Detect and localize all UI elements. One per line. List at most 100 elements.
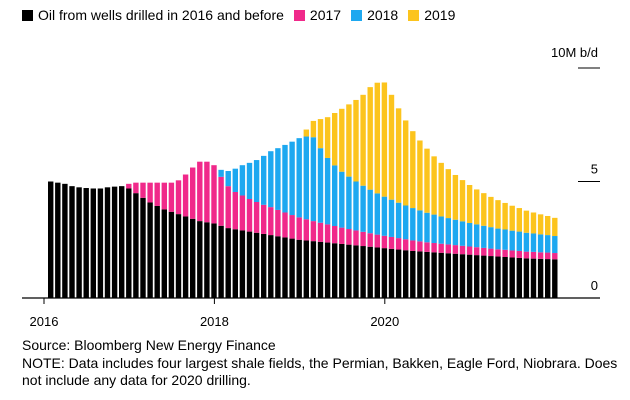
- bar-group: [48, 82, 558, 299]
- bar-segment: [474, 224, 480, 248]
- bar-segment: [310, 120, 317, 138]
- bar-segment: [346, 104, 352, 177]
- legend-swatch: [408, 9, 420, 21]
- bar-segment: [545, 235, 551, 253]
- bar-segment: [381, 82, 388, 197]
- bar-segment: [239, 230, 246, 298]
- bar-segment: [417, 251, 423, 298]
- bar-segment: [523, 232, 530, 252]
- bar-segment: [90, 188, 96, 298]
- bar-segment: [289, 141, 295, 216]
- bar-segment: [303, 219, 309, 241]
- bar-segment: [374, 193, 380, 235]
- bar-segment: [197, 221, 203, 298]
- bar-segment: [76, 187, 82, 298]
- bar-segment: [289, 238, 295, 298]
- bar-segment: [481, 255, 487, 298]
- bar-segment: [445, 169, 451, 219]
- source-note: Source: Bloomberg New Energy Finance: [22, 337, 276, 353]
- bar-segment: [523, 258, 530, 298]
- bar-segment: [530, 212, 537, 234]
- bar-segment: [452, 219, 459, 246]
- bar-segment: [516, 208, 522, 232]
- bar-segment: [438, 252, 444, 298]
- bar-segment: [360, 246, 366, 298]
- bar-segment: [282, 144, 288, 213]
- legend-label: 2017: [309, 7, 342, 23]
- bar-segment: [488, 256, 494, 298]
- bar-segment: [360, 94, 366, 186]
- bar-segment: [388, 236, 395, 249]
- bar-segment: [481, 247, 487, 256]
- bar-segment: [55, 182, 61, 298]
- bar-segment: [459, 180, 466, 222]
- bar-segment: [537, 252, 544, 259]
- bar-segment: [452, 253, 459, 298]
- bar-segment: [246, 231, 253, 298]
- bar-segment: [261, 204, 267, 234]
- bar-segment: [552, 253, 558, 260]
- legend-swatch: [22, 9, 33, 21]
- bar-segment: [452, 174, 459, 220]
- bar-segment: [367, 87, 373, 190]
- bar-segment: [253, 160, 260, 202]
- bar-segment: [466, 185, 473, 223]
- bar-segment: [374, 247, 380, 298]
- legend-swatch: [293, 9, 305, 21]
- bar-segment: [275, 236, 281, 298]
- bar-segment: [296, 217, 302, 240]
- bar-segment: [410, 208, 416, 241]
- bar-segment: [488, 227, 494, 249]
- bar-segment: [523, 210, 530, 233]
- bar-segment: [530, 258, 537, 298]
- bar-segment: [367, 189, 373, 234]
- bar-segment: [225, 171, 231, 187]
- bar-segment: [197, 161, 203, 222]
- bar-segment: [261, 233, 267, 299]
- bar-segment: [381, 248, 388, 298]
- legend-item: 2019: [408, 7, 455, 23]
- bar-segment: [268, 207, 274, 236]
- bar-segment: [126, 188, 132, 298]
- bar-segment: [495, 256, 501, 298]
- bar-segment: [516, 257, 522, 298]
- bar-segment: [381, 235, 388, 249]
- bar-segment: [147, 182, 153, 203]
- bar-segment: [424, 242, 430, 252]
- bar-segment: [481, 225, 487, 248]
- x-tick-label: 2018: [200, 314, 229, 329]
- bar-segment: [424, 148, 430, 213]
- bar-segment: [516, 231, 522, 251]
- bar-segment: [332, 243, 338, 299]
- bar-segment: [239, 165, 246, 196]
- bar-segment: [282, 237, 288, 298]
- x-axis-ticks: 2016 2018 2020: [30, 298, 399, 329]
- bar-segment: [225, 186, 231, 229]
- bar-segment: [374, 234, 380, 248]
- bar-segment: [530, 251, 537, 259]
- bar-segment: [204, 161, 210, 223]
- bar-segment: [367, 246, 373, 298]
- y-axis-ticks: 05: [578, 67, 600, 293]
- bar-segment: [403, 250, 409, 299]
- bar-segment: [424, 212, 430, 243]
- y-tick-label: 5: [591, 162, 598, 177]
- bar-segment: [388, 199, 395, 237]
- bar-segment: [275, 148, 281, 210]
- bar-segment: [268, 235, 274, 298]
- bar-segment: [424, 251, 430, 298]
- bar-segment: [509, 205, 515, 231]
- bar-segment: [552, 217, 558, 237]
- bar-segment: [133, 182, 139, 194]
- disclaimer-note: NOTE: Data includes four largest shale f…: [22, 355, 618, 388]
- legend-item: Oil from wells drilled in 2016 and befor…: [22, 7, 284, 23]
- bar-segment: [339, 108, 345, 172]
- bar-segment: [353, 230, 359, 246]
- bar-segment: [403, 205, 409, 240]
- bar-segment: [69, 186, 75, 298]
- bar-segment: [374, 82, 380, 194]
- bar-segment: [190, 218, 196, 298]
- bar-segment: [253, 202, 260, 233]
- bar-segment: [537, 214, 544, 235]
